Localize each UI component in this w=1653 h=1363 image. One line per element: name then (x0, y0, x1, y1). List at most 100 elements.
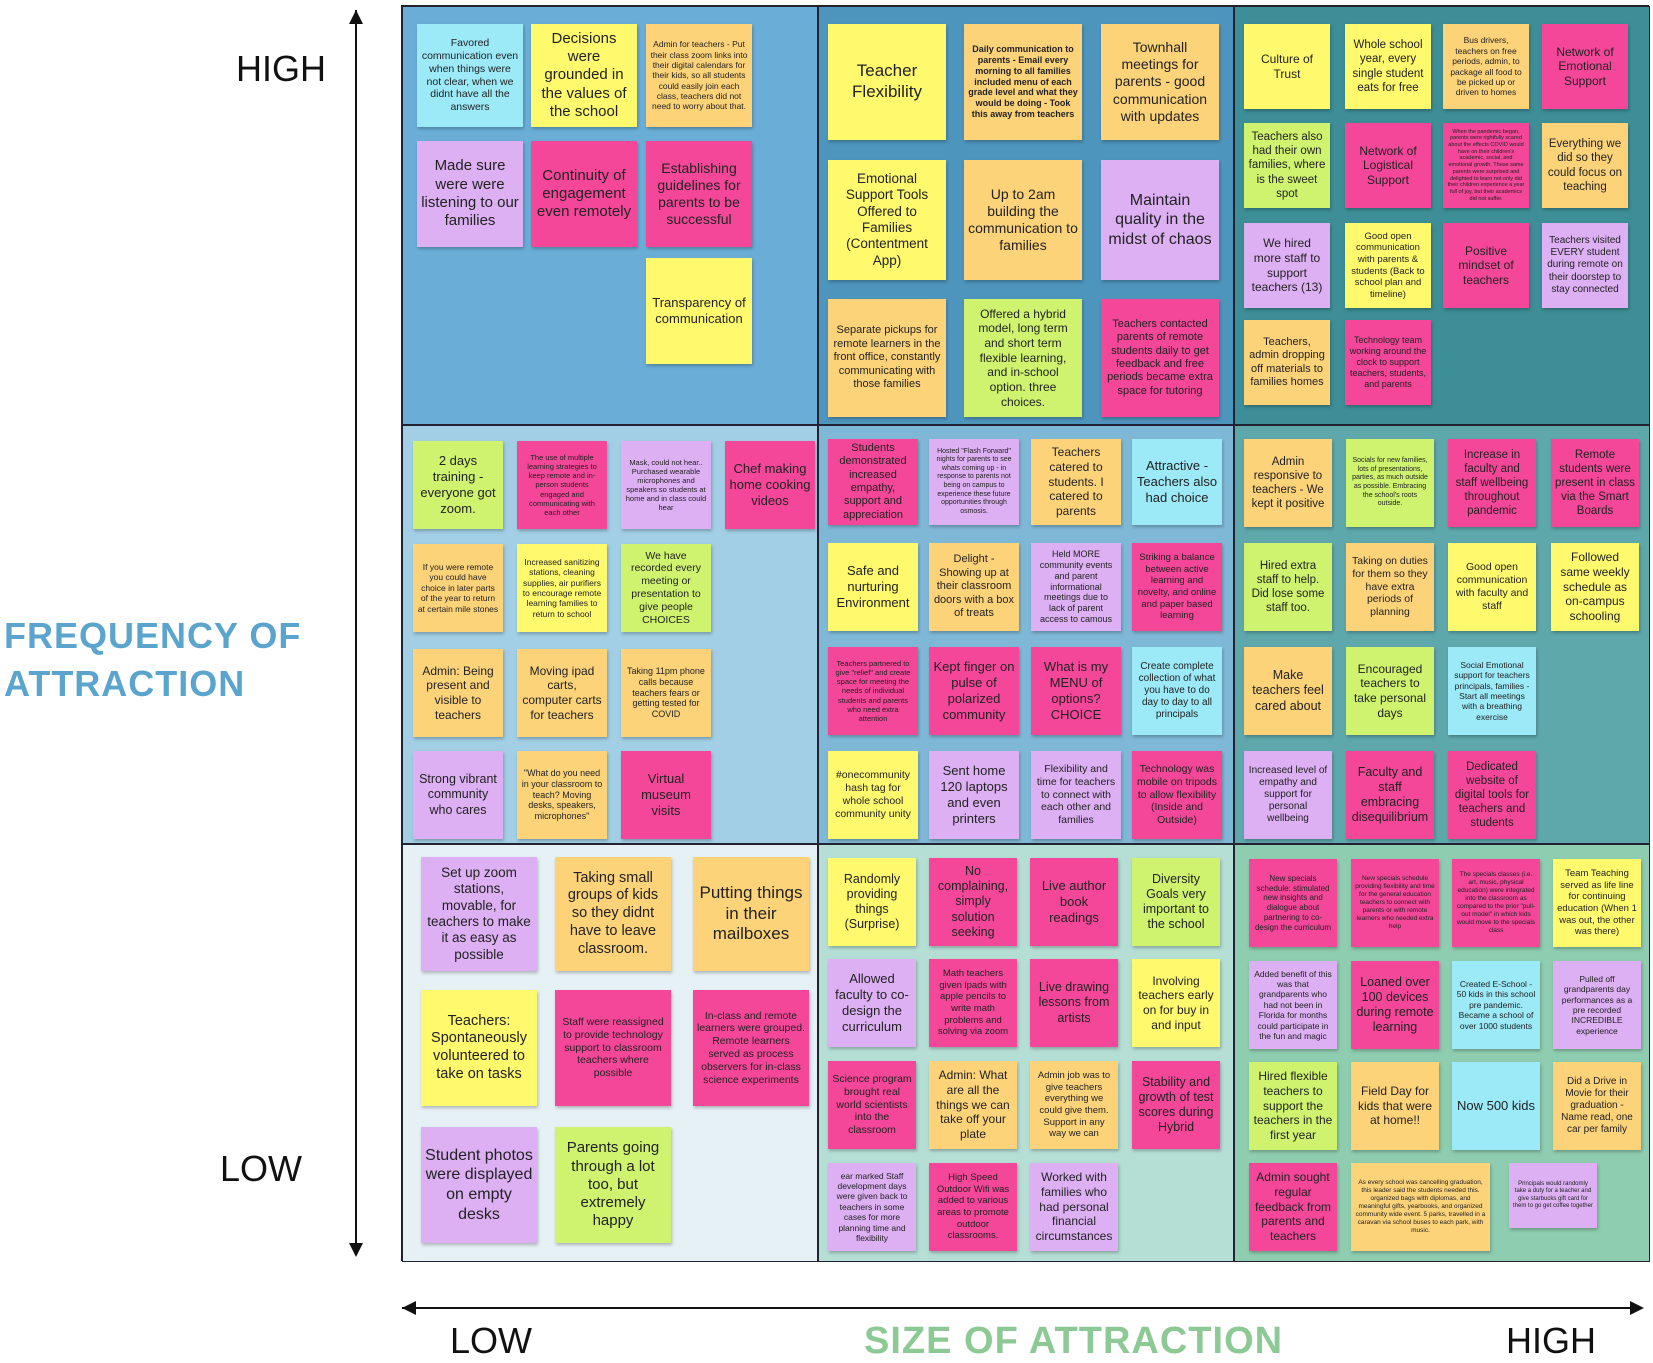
sticky-note[interactable]: Transparency of communication (646, 258, 752, 364)
sticky-note[interactable]: Now 500 kids (1452, 1062, 1540, 1150)
sticky-note[interactable]: Set up zoom stations, movable, for teach… (421, 857, 537, 971)
sticky-note[interactable]: Whole school year, every single student … (1345, 24, 1431, 109)
sticky-note[interactable]: Students demonstrated increased empathy,… (828, 439, 918, 525)
sticky-note[interactable]: #onecommunity hash tag for whole school … (828, 751, 918, 839)
sticky-note[interactable]: Increased level of empathy and support f… (1244, 751, 1332, 839)
sticky-note[interactable]: Hosted "Flash Forward" nights for parent… (929, 439, 1019, 525)
sticky-note[interactable]: Faculty and staff embracing disequilibri… (1346, 751, 1434, 839)
sticky-note[interactable]: Science program brought real world scien… (828, 1061, 916, 1149)
sticky-note[interactable]: Field Day for kids that were at home!! (1351, 1062, 1439, 1150)
sticky-note[interactable]: Taking on duties for them so they have e… (1346, 543, 1434, 631)
sticky-note[interactable]: Moving ipad carts, computer carts for te… (517, 649, 607, 737)
sticky-note[interactable]: Bus drivers, teachers on free periods, a… (1443, 24, 1529, 109)
sticky-note[interactable]: Teacher Flexibility (828, 24, 946, 140)
sticky-note[interactable]: Principals would randomly take a duty fo… (1509, 1163, 1597, 1228)
sticky-note[interactable]: Taking 11pm phone calls because teachers… (621, 649, 711, 737)
sticky-note[interactable]: Team Teaching served as life line for co… (1553, 859, 1641, 947)
sticky-note[interactable]: Townhall meetings for parents - good com… (1101, 24, 1219, 140)
sticky-note[interactable]: Added benefit of this was that grandpare… (1249, 961, 1337, 1049)
sticky-note[interactable]: Created E-School - 50 kids in this schoo… (1452, 961, 1540, 1049)
sticky-note[interactable]: Teachers visited EVERY student during re… (1542, 223, 1628, 308)
sticky-note[interactable]: Separate pickups for remote learners in … (828, 299, 946, 417)
sticky-note[interactable]: Culture of Trust (1244, 24, 1330, 109)
sticky-note[interactable]: Good open communication with faculty and… (1448, 543, 1536, 631)
sticky-note[interactable]: Teachers, admin dropping off materials t… (1244, 320, 1330, 405)
sticky-note[interactable]: Hired extra staff to help. Did lose some… (1244, 543, 1332, 631)
sticky-note[interactable]: Putting things in their mailboxes (693, 857, 809, 971)
sticky-note[interactable]: Taking small groups of kids so they didn… (555, 857, 671, 971)
sticky-note[interactable]: Loaned over 100 devices during remote le… (1351, 961, 1439, 1049)
sticky-note[interactable]: Encouraged teachers to take personal day… (1346, 647, 1434, 735)
sticky-note[interactable]: The use of multiple learning strategies … (517, 441, 607, 529)
sticky-note[interactable]: Admin job was to give teachers everythin… (1030, 1061, 1118, 1149)
sticky-note[interactable]: Good open communication with parents & s… (1345, 223, 1431, 308)
sticky-note[interactable]: New specials schedule providing flexibil… (1351, 859, 1439, 947)
sticky-note[interactable]: Socials for new families, lots of presen… (1346, 439, 1434, 527)
sticky-note[interactable]: When the pandemic began, parents were ri… (1443, 123, 1529, 208)
sticky-note[interactable]: Dedicated website of digital tools for t… (1448, 751, 1536, 839)
sticky-note[interactable]: Stability and growth of test scores duri… (1132, 1061, 1220, 1149)
sticky-note[interactable]: Technology team working around the clock… (1345, 320, 1431, 405)
sticky-note[interactable]: Chef making home cooking videos (725, 441, 815, 529)
sticky-note[interactable]: Safe and nurturing Environment (828, 543, 918, 631)
sticky-note[interactable]: Increased sanitizing stations, cleaning … (517, 544, 607, 632)
sticky-note[interactable]: Admin for teachers - Put their class zoo… (646, 24, 752, 127)
sticky-note[interactable]: Teachers partnered to give "relief" and … (828, 647, 918, 735)
sticky-note[interactable]: Strong vibrant community who cares (413, 751, 503, 839)
sticky-note[interactable]: The specials classes (i.e. art, music, p… (1452, 859, 1540, 947)
sticky-note[interactable]: Everything we did so they could focus on… (1542, 123, 1628, 208)
sticky-note[interactable]: Admin: What are all the things we can ta… (929, 1061, 1017, 1149)
sticky-note[interactable]: Did a Drive in Movie for their graduatio… (1553, 1062, 1641, 1150)
sticky-note[interactable]: Mask, could not hear.. Purchased wearabl… (621, 441, 711, 529)
sticky-note[interactable]: Delight - Showing up at their classroom … (929, 543, 1019, 631)
sticky-note[interactable]: 2 days training - everyone got zoom. (413, 441, 503, 529)
sticky-note[interactable]: Math teachers given ipads with apple pen… (929, 959, 1017, 1047)
sticky-note[interactable]: Make teachers feel cared about (1244, 647, 1332, 735)
sticky-note[interactable]: Involving teachers early on for buy in a… (1132, 959, 1220, 1047)
sticky-note[interactable]: Made sure were were listening to our fam… (417, 141, 523, 247)
sticky-note[interactable]: Teachers contacted parents of remote stu… (1101, 299, 1219, 417)
sticky-note[interactable]: Worked with families who had personal fi… (1030, 1163, 1118, 1251)
sticky-note[interactable]: Continuity of engagement even remotely (531, 141, 637, 247)
sticky-note[interactable]: No complaining, simply solution seeking (929, 858, 1017, 946)
sticky-note[interactable]: Pulled off grandparents day performances… (1553, 961, 1641, 1049)
sticky-note[interactable]: In-class and remote learners were groupe… (693, 990, 809, 1106)
sticky-note[interactable]: What is my MENU of options? CHOICE (1031, 647, 1121, 735)
sticky-note[interactable]: Parents going through a lot too, but ext… (555, 1127, 671, 1243)
sticky-note[interactable]: Hired flexible teachers to support the t… (1249, 1062, 1337, 1150)
sticky-note[interactable]: New specials schedule: stimulated new in… (1249, 859, 1337, 947)
sticky-note[interactable]: Allowed faculty to co-design the curricu… (828, 959, 916, 1047)
sticky-note[interactable]: Network of Logistical Support (1345, 123, 1431, 208)
sticky-note[interactable]: Virtual museum visits (621, 751, 711, 839)
sticky-note[interactable]: Held MORE community events and parent in… (1031, 543, 1121, 631)
sticky-note[interactable]: Increase in faculty and staff wellbeing … (1448, 439, 1536, 527)
sticky-note[interactable]: Teachers: Spontaneously volunteered to t… (421, 990, 537, 1106)
sticky-note[interactable]: Kept finger on pulse of polarized commun… (929, 647, 1019, 735)
sticky-note[interactable]: Create complete collection of what you h… (1132, 647, 1222, 735)
sticky-note[interactable]: Emotional Support Tools Offered to Famil… (828, 160, 946, 280)
sticky-note[interactable]: Offered a hybrid model, long term and sh… (964, 299, 1082, 417)
sticky-note[interactable]: Technology was mobile on tripods to allo… (1132, 751, 1222, 839)
sticky-note[interactable]: Staff were reassigned to provide technol… (555, 990, 671, 1106)
sticky-note[interactable]: Randomly providing things (Surprise) (828, 858, 916, 946)
sticky-note[interactable]: Admin responsive to teachers - We kept i… (1244, 439, 1332, 527)
sticky-note[interactable]: Decisions were grounded in the values of… (531, 24, 637, 127)
sticky-note[interactable]: Remote students were present in class vi… (1551, 439, 1639, 527)
sticky-note[interactable]: Followed same weekly schedule as on-camp… (1551, 543, 1639, 631)
sticky-note[interactable]: Striking a balance between active learni… (1132, 543, 1222, 631)
sticky-note[interactable]: Network of Emotional Support (1542, 24, 1628, 109)
sticky-note[interactable]: As every school was cancelling graduatio… (1351, 1163, 1490, 1251)
sticky-note[interactable]: Sent home 120 laptops and even printers (929, 751, 1019, 839)
sticky-note[interactable]: ear marked Staff development days were g… (828, 1163, 916, 1251)
sticky-note[interactable]: "What do you need in your classroom to t… (517, 751, 607, 839)
sticky-note[interactable]: If you were remote you could have choice… (413, 544, 503, 632)
sticky-note[interactable]: We have recorded every meeting or presen… (621, 544, 711, 632)
sticky-note[interactable]: Live author book readings (1030, 858, 1118, 946)
sticky-note[interactable]: Student photos were displayed on empty d… (421, 1127, 537, 1243)
sticky-note[interactable]: Positive mindset of teachers (1443, 223, 1529, 308)
sticky-note[interactable]: Up to 2am building the communication to … (964, 160, 1082, 280)
sticky-note[interactable]: We hired more staff to support teachers … (1244, 223, 1330, 308)
sticky-note[interactable]: High Speed Outdoor Wifi was added to var… (929, 1163, 1017, 1251)
sticky-note[interactable]: Daily communication to parents - Email e… (964, 24, 1082, 140)
sticky-note[interactable]: Social Emotional support for teachers pr… (1448, 647, 1536, 735)
